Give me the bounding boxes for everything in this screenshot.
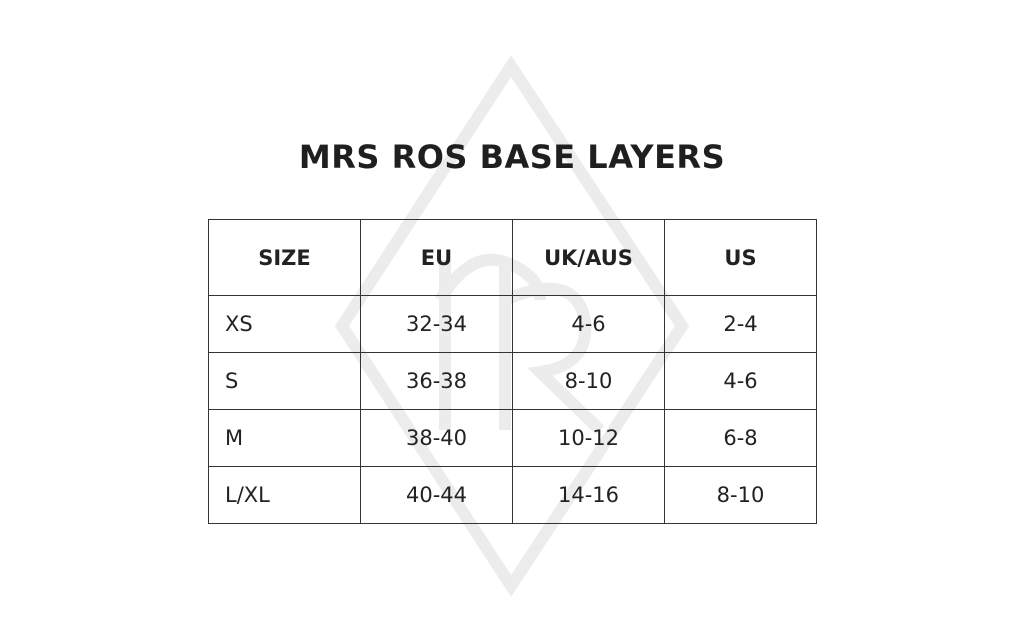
- uk-aus-cell: 10-12: [512, 409, 665, 467]
- table-row: XS 32-34 4-6 2-4: [208, 295, 817, 353]
- header-size: SIZE: [208, 219, 361, 296]
- size-cell: L/XL: [208, 466, 361, 524]
- table-header-row: SIZE EU UK/AUS US: [208, 219, 817, 296]
- page-title: MRS ROS BASE LAYERS: [298, 138, 726, 176]
- us-cell: 4-6: [664, 352, 817, 410]
- size-cell: XS: [208, 295, 361, 353]
- size-cell: S: [208, 352, 361, 410]
- uk-aus-cell: 4-6: [512, 295, 665, 353]
- eu-cell: 32-34: [360, 295, 513, 353]
- size-chart-table: SIZE EU UK/AUS US XS 32-34 4-6 2-4 S 36-…: [208, 219, 817, 524]
- us-cell: 8-10: [664, 466, 817, 524]
- uk-aus-cell: 14-16: [512, 466, 665, 524]
- eu-cell: 40-44: [360, 466, 513, 524]
- table-row: M 38-40 10-12 6-8: [208, 409, 817, 467]
- eu-cell: 38-40: [360, 409, 513, 467]
- eu-cell: 36-38: [360, 352, 513, 410]
- header-eu: EU: [360, 219, 513, 296]
- table-row: L/XL 40-44 14-16 8-10: [208, 466, 817, 524]
- header-us: US: [664, 219, 817, 296]
- table-row: S 36-38 8-10 4-6: [208, 352, 817, 410]
- us-cell: 2-4: [664, 295, 817, 353]
- size-cell: M: [208, 409, 361, 467]
- header-uk-aus: UK/AUS: [512, 219, 665, 296]
- us-cell: 6-8: [664, 409, 817, 467]
- uk-aus-cell: 8-10: [512, 352, 665, 410]
